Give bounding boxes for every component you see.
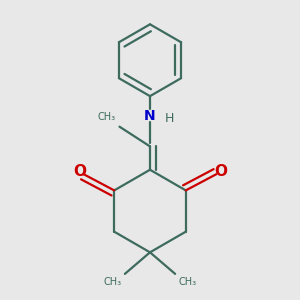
Text: H: H [165, 112, 174, 125]
Text: CH₃: CH₃ [98, 112, 116, 122]
Text: CH₃: CH₃ [178, 278, 196, 287]
Text: O: O [214, 164, 227, 179]
Text: CH₃: CH₃ [104, 278, 122, 287]
Text: N: N [144, 109, 156, 123]
Text: O: O [73, 164, 86, 179]
